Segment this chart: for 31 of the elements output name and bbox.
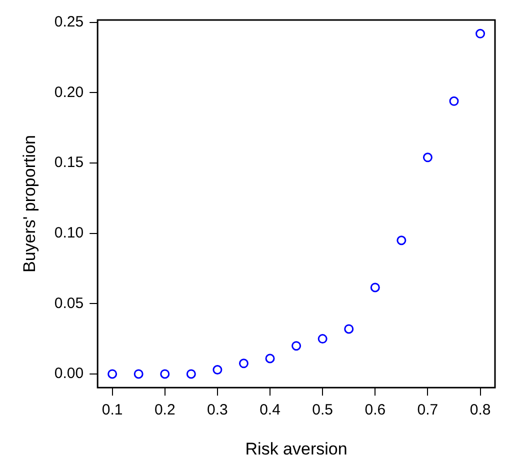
point	[160, 369, 170, 379]
point	[422, 152, 432, 162]
y-tick-label: 0.05	[54, 294, 84, 312]
point	[238, 358, 248, 368]
x-tick-label: 0.5	[312, 402, 334, 419]
point	[186, 369, 196, 379]
y-tick-label: 0.00	[54, 365, 84, 382]
point	[370, 282, 380, 292]
y-tick-label: 0.10	[54, 224, 84, 242]
point	[134, 369, 144, 379]
point	[344, 324, 354, 334]
point	[108, 369, 118, 379]
x-tick-label: 0.3	[207, 402, 228, 419]
point	[292, 341, 302, 351]
point	[396, 236, 406, 246]
x-axis-title: Risk aversion	[245, 439, 348, 458]
x-tick-label: 0.4	[260, 402, 280, 419]
y-axis-title: Buyers' proportion	[20, 135, 39, 273]
x-tick-label: 0.8	[470, 402, 491, 419]
x-tick-label: 0.7	[417, 402, 438, 419]
x-tick-label: 0.1	[102, 402, 123, 419]
point	[476, 28, 486, 38]
y-tick-label: 0.15	[54, 154, 84, 172]
x-tick-label: 0.6	[364, 402, 386, 419]
point	[265, 354, 275, 364]
x-tick-label: 0.2	[154, 402, 176, 419]
y-tick-label: 0.25	[54, 14, 84, 31]
point	[318, 334, 328, 344]
y-tick-label: 0.20	[54, 84, 84, 101]
point	[212, 364, 222, 374]
point	[449, 96, 459, 106]
